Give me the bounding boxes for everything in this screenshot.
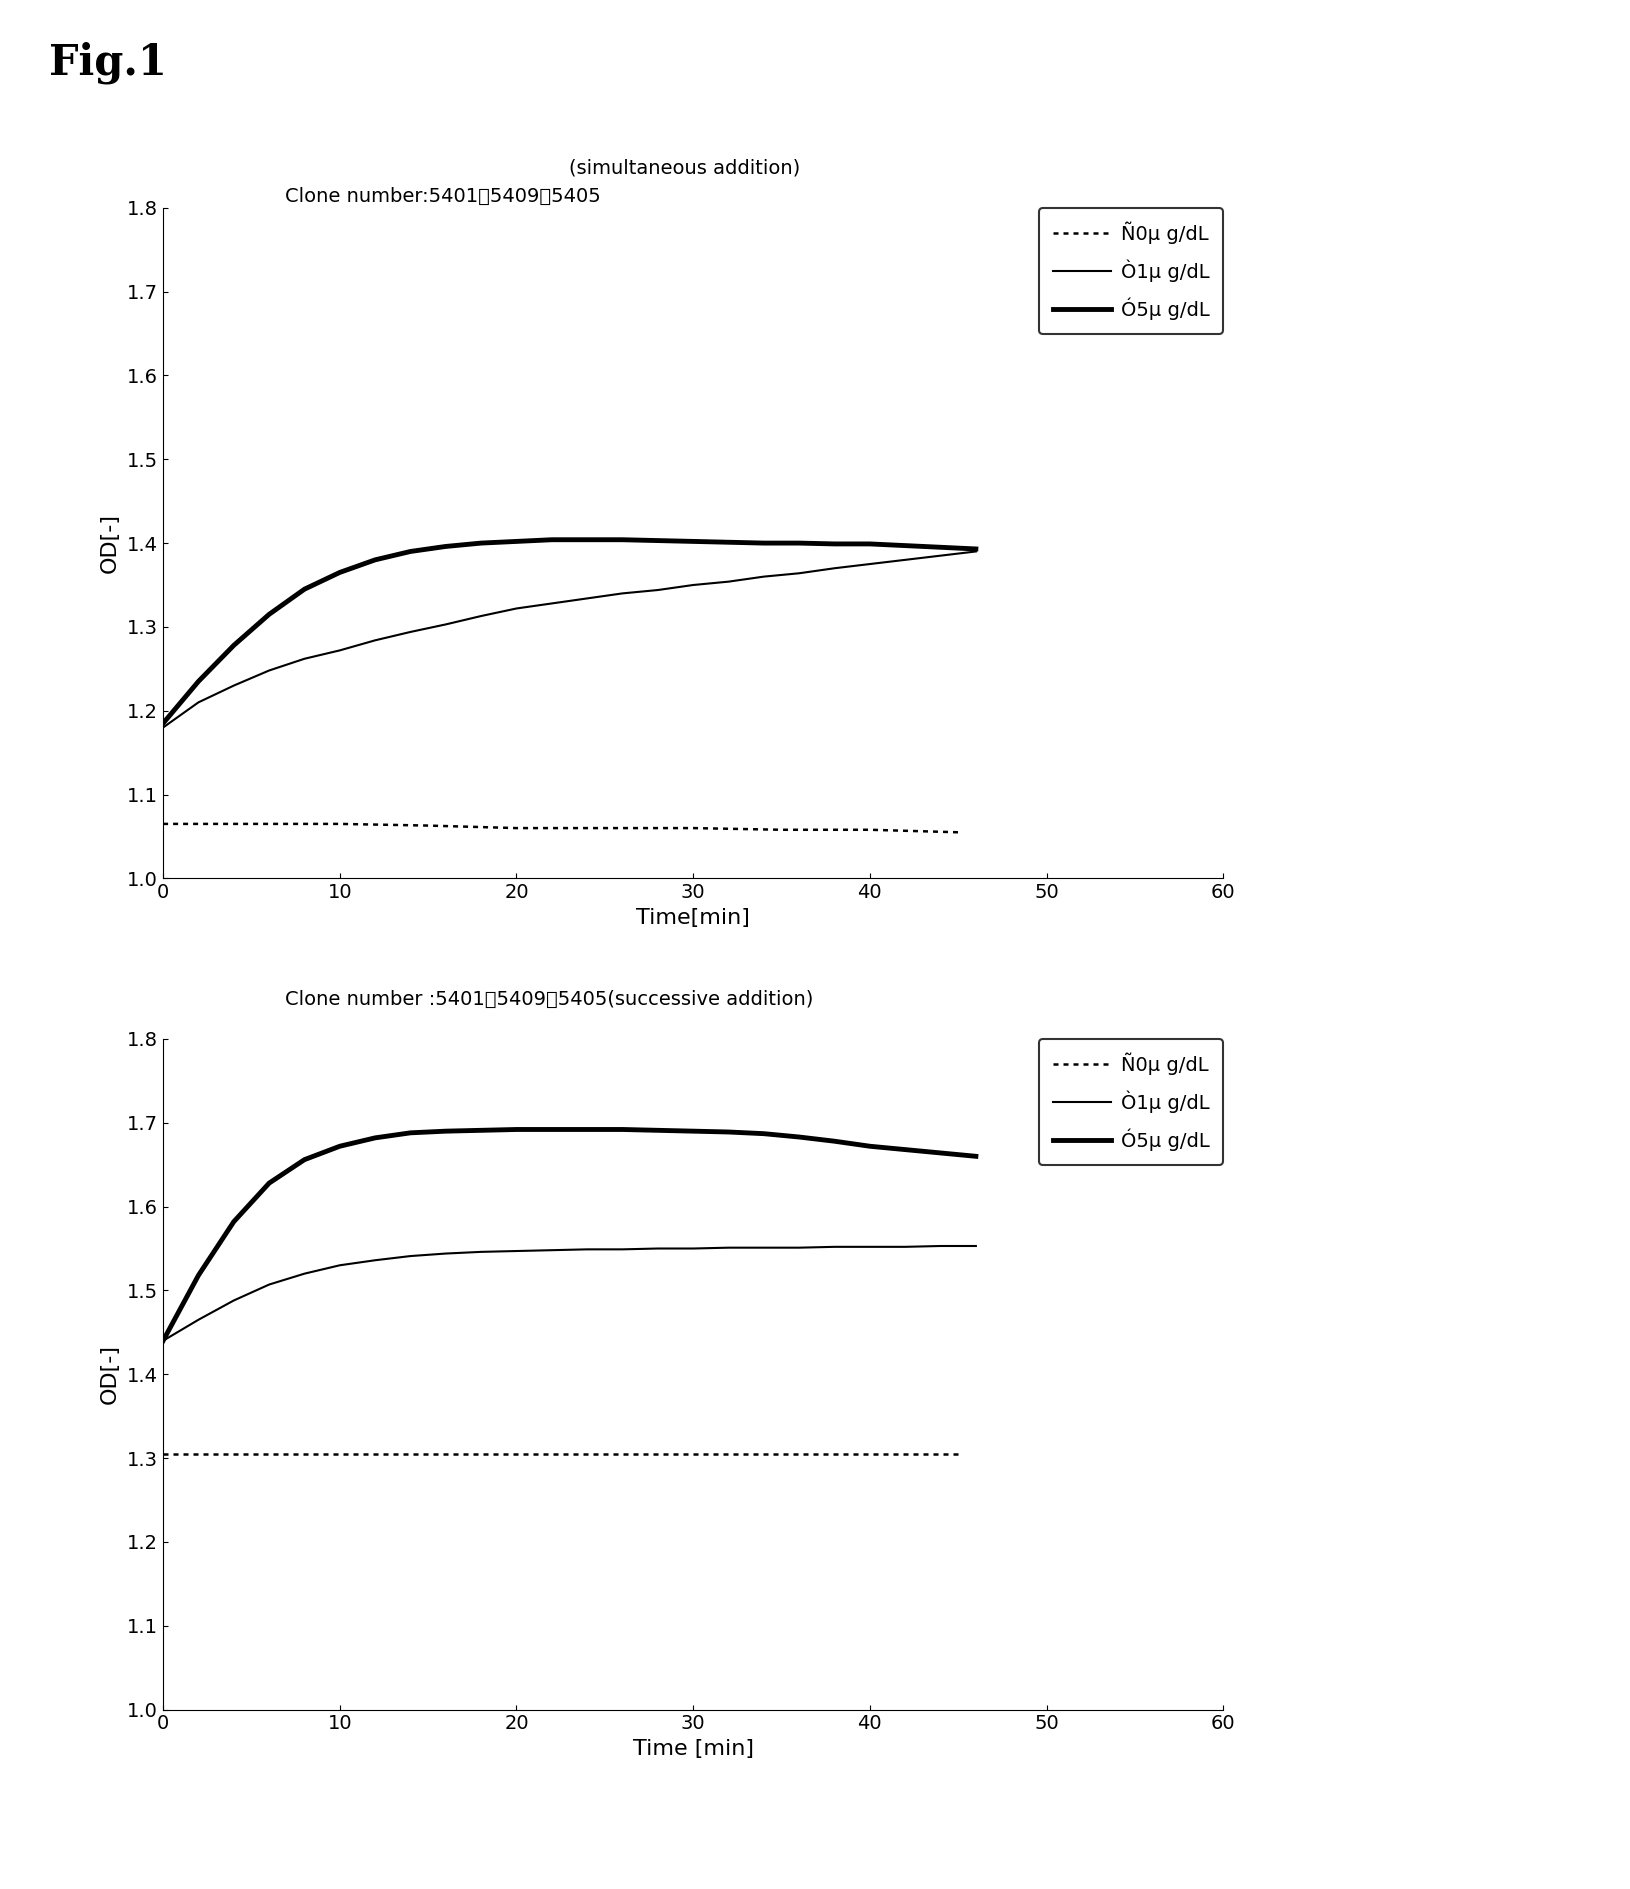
Legend: Ñ0μ g/dL, Ò1μ g/dL, Ó5μ g/dL: Ñ0μ g/dL, Ò1μ g/dL, Ó5μ g/dL <box>1038 208 1222 334</box>
Text: Clone number :5401、5409、5405(successive addition): Clone number :5401、5409、5405(successive … <box>285 990 813 1009</box>
X-axis label: Time [min]: Time [min] <box>632 1740 753 1759</box>
Y-axis label: OD[-]: OD[-] <box>99 1345 121 1404</box>
Text: Fig.1: Fig.1 <box>49 42 166 83</box>
Y-axis label: OD[-]: OD[-] <box>99 514 121 572</box>
Text: Clone number:5401、5409、5405: Clone number:5401、5409、5405 <box>285 187 601 206</box>
X-axis label: Time[min]: Time[min] <box>636 909 750 927</box>
Legend: Ñ0μ g/dL, Ò1μ g/dL, Ó5μ g/dL: Ñ0μ g/dL, Ò1μ g/dL, Ó5μ g/dL <box>1038 1039 1222 1166</box>
Text: (simultaneous addition): (simultaneous addition) <box>569 159 800 178</box>
